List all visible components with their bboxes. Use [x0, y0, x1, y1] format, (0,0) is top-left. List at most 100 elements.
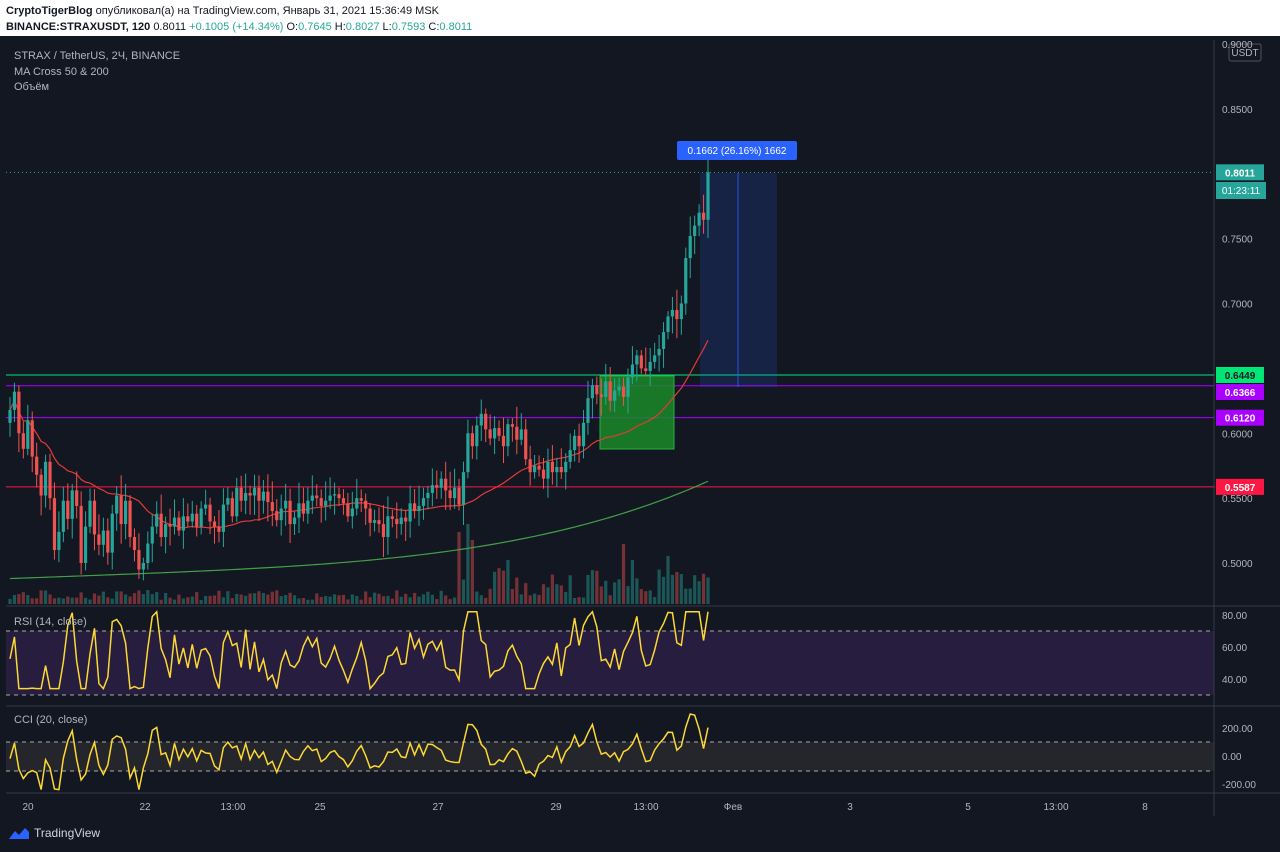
candle-body[interactable]: [270, 502, 274, 512]
candle-body[interactable]: [497, 428, 501, 436]
candle-body[interactable]: [8, 409, 12, 423]
candle-body[interactable]: [106, 530, 110, 553]
candle-body[interactable]: [204, 504, 208, 509]
candle-body[interactable]: [590, 385, 595, 399]
rsi-label[interactable]: RSI (14, close): [14, 616, 87, 628]
candle-body[interactable]: [190, 513, 194, 522]
candle-body[interactable]: [377, 520, 381, 525]
candle-body[interactable]: [83, 526, 88, 563]
candle-body[interactable]: [501, 435, 506, 447]
candle-body[interactable]: [257, 487, 261, 501]
candle-body[interactable]: [110, 513, 114, 553]
candle-body[interactable]: [524, 429, 528, 460]
candle-body[interactable]: [639, 355, 643, 369]
candle-body[interactable]: [492, 428, 497, 439]
candle-body[interactable]: [421, 498, 426, 506]
currency-badge[interactable]: [1228, 43, 1262, 62]
candle-body[interactable]: [150, 526, 154, 544]
candle-body[interactable]: [621, 386, 626, 397]
candle-body[interactable]: [275, 511, 279, 521]
time-axis[interactable]: 20 22 13:00 25 27 29 13:00 Фев 3 5 13:00 8: [22, 802, 1148, 813]
candle-body[interactable]: [617, 386, 621, 391]
candle-body[interactable]: [528, 459, 532, 473]
candle-body[interactable]: [697, 212, 701, 226]
chart-area[interactable]: 0.1662 (26.16%) 1662 STRAX / TetherUS, 2…: [0, 36, 1280, 816]
candle-body[interactable]: [181, 516, 185, 531]
candle-body[interactable]: [404, 517, 408, 522]
candle-body[interactable]: [252, 487, 257, 496]
candle-body[interactable]: [355, 498, 359, 509]
candle-body[interactable]: [12, 391, 17, 410]
candle-body[interactable]: [212, 521, 217, 527]
candle-body[interactable]: [226, 498, 230, 505]
candle-body[interactable]: [533, 465, 537, 473]
main-panel[interactable]: [6, 40, 1214, 605]
candle-body[interactable]: [230, 498, 234, 517]
candle-body[interactable]: [61, 500, 65, 532]
candle-body[interactable]: [466, 433, 470, 473]
candle-body[interactable]: [439, 478, 443, 488]
candle-body[interactable]: [510, 424, 514, 427]
candle-body[interactable]: [595, 385, 599, 395]
candle-body[interactable]: [279, 508, 283, 521]
candle-body[interactable]: [319, 498, 323, 506]
candle-body[interactable]: [123, 500, 128, 525]
candle-body[interactable]: [328, 495, 332, 501]
candle-body[interactable]: [537, 465, 541, 470]
candle-body[interactable]: [310, 495, 314, 501]
candle-body[interactable]: [604, 381, 608, 397]
tradingview-logo[interactable]: TradingView: [8, 826, 100, 840]
candle-body[interactable]: [364, 500, 368, 509]
candle-body[interactable]: [159, 513, 163, 538]
candle-body[interactable]: [435, 485, 439, 488]
candle-body[interactable]: [706, 172, 710, 220]
candle-body[interactable]: [92, 500, 97, 535]
candle-body[interactable]: [448, 490, 452, 499]
candle-body[interactable]: [573, 435, 577, 451]
candle-body[interactable]: [137, 550, 141, 570]
candle-body[interactable]: [288, 500, 292, 525]
candle-body[interactable]: [506, 424, 510, 447]
candle-body[interactable]: [132, 537, 137, 551]
candle-body[interactable]: [608, 381, 612, 401]
candle-body[interactable]: [284, 500, 288, 509]
candle-body[interactable]: [693, 225, 697, 237]
candle-body[interactable]: [684, 258, 688, 304]
candle-body[interactable]: [177, 517, 181, 531]
candle-body[interactable]: [586, 398, 590, 423]
candle-body[interactable]: [261, 491, 266, 501]
candle-body[interactable]: [341, 498, 346, 504]
candle-body[interactable]: [559, 466, 563, 473]
candle-body[interactable]: [399, 517, 403, 525]
candle-body[interactable]: [235, 487, 239, 517]
candle-body[interactable]: [666, 316, 670, 333]
candle-body[interactable]: [488, 429, 492, 439]
candle-body[interactable]: [266, 491, 270, 503]
candle-body[interactable]: [675, 309, 679, 320]
legend-ma[interactable]: MA Cross 50 & 200: [14, 66, 109, 78]
candle-body[interactable]: [155, 513, 159, 527]
candle-body[interactable]: [306, 500, 310, 514]
candle-body[interactable]: [470, 433, 474, 447]
candle-body[interactable]: [97, 534, 101, 545]
candle-body[interactable]: [630, 364, 635, 378]
candle-body[interactable]: [452, 487, 457, 499]
candle-body[interactable]: [208, 504, 212, 522]
chart-svg[interactable]: 0.1662 (26.16%) 1662 STRAX / TetherUS, 2…: [0, 36, 1280, 816]
candle-body[interactable]: [426, 492, 430, 499]
candle-body[interactable]: [679, 303, 683, 320]
candle-body[interactable]: [48, 461, 52, 499]
candle-body[interactable]: [653, 355, 657, 362]
candle-body[interactable]: [337, 494, 341, 499]
candle-body[interactable]: [146, 543, 150, 563]
candle-body[interactable]: [115, 495, 119, 514]
candle-body[interactable]: [359, 498, 363, 501]
candle-body[interactable]: [613, 390, 617, 401]
candle-body[interactable]: [390, 516, 394, 519]
candle-body[interactable]: [119, 495, 123, 525]
cci-label[interactable]: CCI (20, close): [14, 714, 87, 726]
candle-body[interactable]: [172, 517, 177, 527]
candle-body[interactable]: [395, 518, 399, 525]
candle-body[interactable]: [244, 492, 248, 501]
candle-body[interactable]: [519, 429, 523, 440]
